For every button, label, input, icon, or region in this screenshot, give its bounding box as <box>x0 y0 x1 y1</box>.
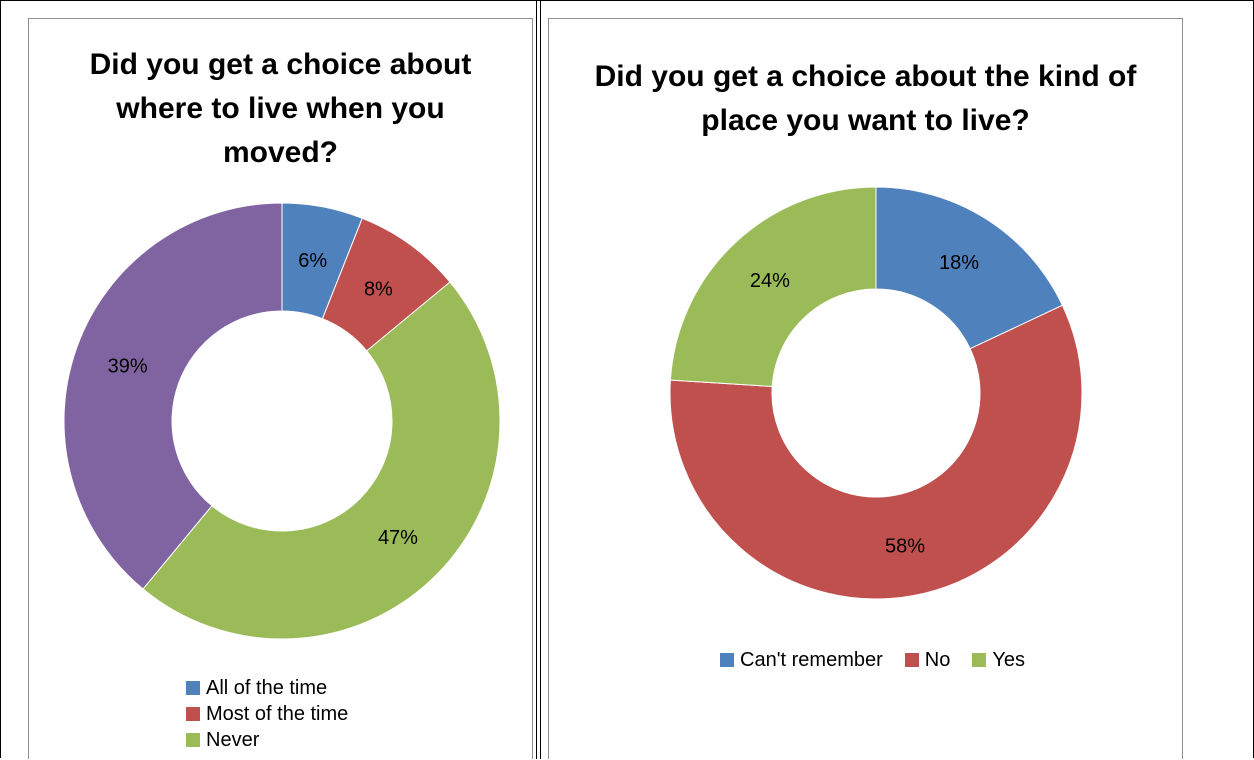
slice-value-label: 18% <box>939 252 979 274</box>
legend-label: All of the time <box>206 677 328 699</box>
legend-item-most-of-the-time: Most of the time <box>186 701 348 727</box>
legend-swatch <box>186 707 200 721</box>
chart-panel-left: Did you get a choice about where to live… <box>28 18 533 759</box>
donut-chart-right: 18% 58% 24% <box>669 186 1083 600</box>
legend-swatch <box>904 653 919 667</box>
legend-swatch <box>186 681 200 695</box>
chart-title-left: Did you get a choice about where to live… <box>89 48 472 169</box>
legend-item-never: Never <box>186 727 348 753</box>
chart-title-right: Did you get a choice about the kind of p… <box>594 60 1137 137</box>
slice-value-label: 47% <box>378 527 418 549</box>
legend-label: Never <box>206 729 260 751</box>
legend-item-all-of-the-time: All of the time <box>186 675 348 701</box>
slice-value-label: 8% <box>364 278 393 300</box>
legend-right: Can't remember No Yes <box>720 647 1047 673</box>
donut-slice <box>63 202 283 590</box>
slice-value-label: 6% <box>298 250 327 272</box>
cell-divider-right <box>540 0 541 759</box>
chart-panel-right: Did you get a choice about the kind of p… <box>548 18 1183 759</box>
slice-value-label: 58% <box>885 535 925 557</box>
slice-value-label: 39% <box>108 355 148 377</box>
cell-divider-left <box>536 0 537 759</box>
legend-label: Most of the time <box>206 703 349 725</box>
slice-value-label: 24% <box>750 270 790 292</box>
legend-swatch <box>972 653 987 667</box>
legend-label: No <box>924 649 951 671</box>
legend-item-cant-remember: Can't remember <box>720 647 883 673</box>
legend-item-yes: Yes <box>972 647 1025 673</box>
legend-item-no: No <box>904 647 951 673</box>
donut-slice <box>669 186 877 388</box>
legend-left: All of the time Most of the time Never <box>186 675 348 753</box>
donut-slice <box>875 186 1064 350</box>
donut-slice <box>142 281 501 640</box>
donut-slice <box>669 304 1083 600</box>
donut-chart-left: 6% 8% 47% 39% <box>63 202 501 640</box>
legend-label: Yes <box>992 649 1025 671</box>
legend-swatch <box>720 653 734 667</box>
legend-label: Can't remember <box>740 649 883 671</box>
legend-swatch <box>186 733 200 747</box>
